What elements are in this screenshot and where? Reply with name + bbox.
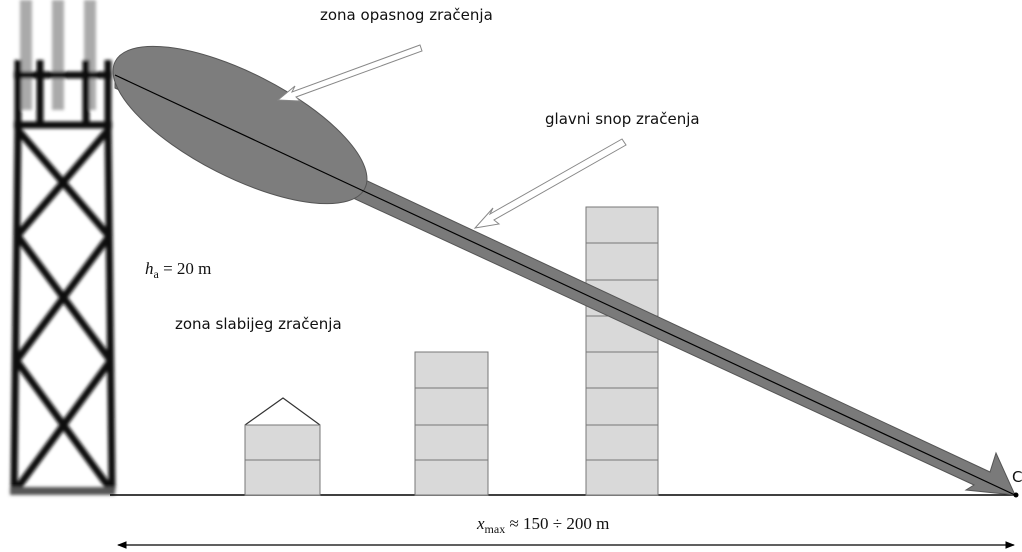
- tower: [10, 0, 116, 495]
- danger-zone: [112, 45, 368, 205]
- pointer-arrow: [276, 44, 627, 229]
- building-house: [244, 397, 321, 496]
- point-c: [1013, 492, 1019, 498]
- distance-label: xmax ≈ 150 ÷ 200 m: [476, 514, 609, 536]
- point-label: C: [1012, 468, 1022, 486]
- beam-axis: [114, 74, 1016, 496]
- label: zona slabijeg zračenja: [175, 315, 342, 333]
- label: zona opasnog zračenja: [320, 6, 493, 24]
- building-medium: [414, 351, 489, 496]
- building-tall: [585, 206, 659, 496]
- height-label: ha = 20 m: [145, 259, 211, 281]
- label: glavni snop zračenja: [545, 110, 700, 128]
